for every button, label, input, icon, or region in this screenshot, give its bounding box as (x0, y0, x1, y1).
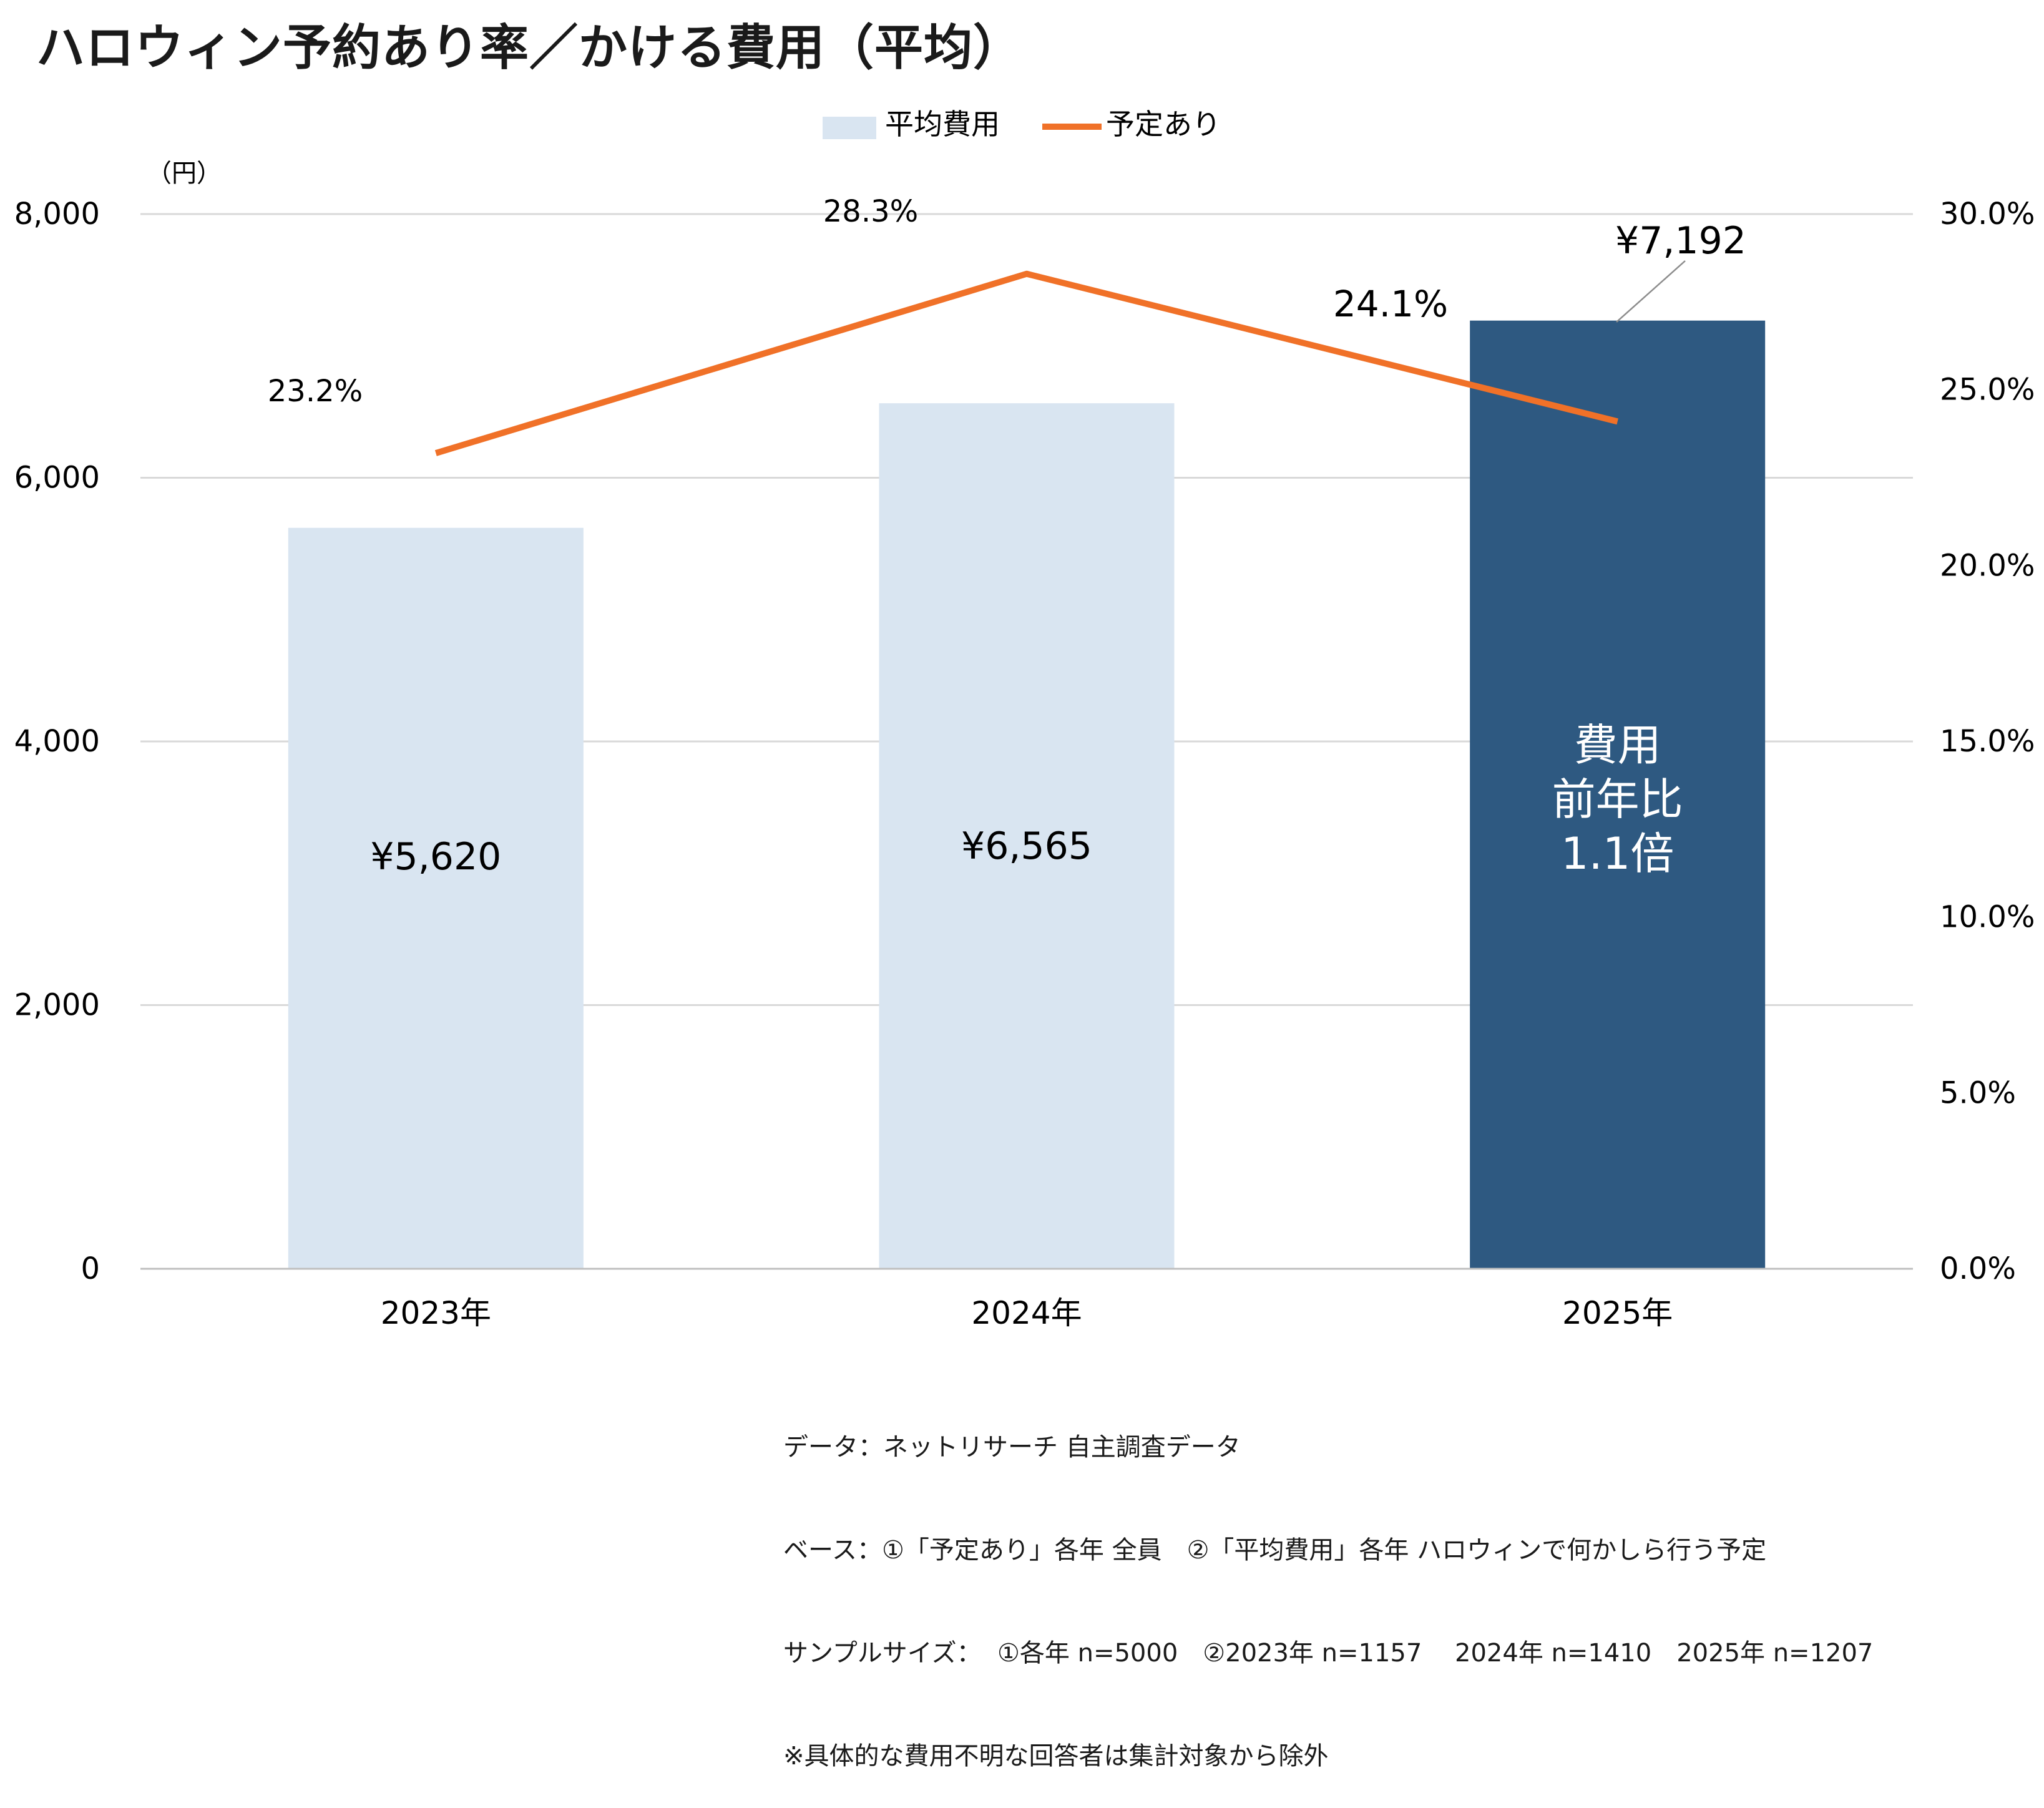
bar-value-label: ¥5,620 (370, 835, 501, 879)
y-right-tick-label: 20.0% (1940, 548, 2035, 583)
y-right-tick-label: 15.0% (1940, 724, 2035, 759)
bar (1470, 320, 1766, 1269)
footnote-base: ベース：①「予定あり」各年 全員 ②「平均費用」各年 ハロウィンで何かしら行う予… (783, 1536, 1767, 1565)
y-left-tick-label: 2,000 (14, 988, 100, 1023)
y-left-tick-label: 4,000 (14, 724, 100, 759)
y-right-tick-label: 5.0% (1940, 1075, 2016, 1110)
line-value-label: 24.1% (1333, 283, 1448, 325)
legend-label-bar: 平均費用 (885, 107, 1000, 141)
bar (288, 527, 584, 1269)
bar-annotation-line: 費用 (1574, 720, 1661, 771)
footnote-exclusion: ※具体的な費用不明な回答者は集計対象から除外 (783, 1742, 1329, 1771)
y-left-tick-label: 0 (81, 1251, 100, 1286)
x-tick-label: 2023年 (381, 1295, 491, 1331)
bar-value-label: ¥6,565 (961, 824, 1092, 868)
chart-title: ハロウィン予約あり率／かける費用（平均） (36, 20, 1023, 76)
y-left-unit-label: （円） (147, 159, 222, 188)
y-right-tick-label: 30.0% (1940, 197, 2035, 232)
line-value-label: 28.3% (823, 194, 918, 229)
x-tick-label: 2024年 (971, 1295, 1082, 1331)
bar-annotation-line: 前年比 (1552, 774, 1683, 825)
footnote-sample-size: サンプルサイズ： ①各年 n=5000 ②2023年 n=1157 2024年 … (783, 1639, 1874, 1668)
line-series-yotei-ari (434, 270, 1618, 456)
y-left-tick-label: 6,000 (14, 461, 100, 496)
legend-swatch-bar (823, 117, 876, 139)
line-value-label: 23.2% (268, 374, 363, 409)
bar (879, 403, 1175, 1269)
footnote-data-source: データ：ネットリサーチ 自主調査データ (783, 1433, 1241, 1462)
bar-value-label: ¥7,192 (1615, 219, 1746, 263)
y-right-tick-label: 25.0% (1940, 373, 2035, 408)
leader-line (1616, 260, 1686, 323)
bar-annotation-line: 1.1倍 (1561, 828, 1674, 879)
x-tick-label: 2025年 (1562, 1295, 1673, 1331)
legend-label-line: 予定あり (1106, 107, 1221, 141)
y-left-tick-label: 8,000 (14, 197, 100, 232)
footnotes: データ：ネットリサーチ 自主調査データ ベース：①「予定あり」各年 全員 ②「平… (783, 1362, 1873, 1808)
chart: 0 2,000 4,000 6,000 8,000 （円） 0.0% 5.0% 10.0% 15.… (14, 107, 2035, 1331)
y-right-tick-label: 0.0% (1940, 1251, 2016, 1286)
y-right-tick-label: 10.0% (1940, 900, 2035, 935)
